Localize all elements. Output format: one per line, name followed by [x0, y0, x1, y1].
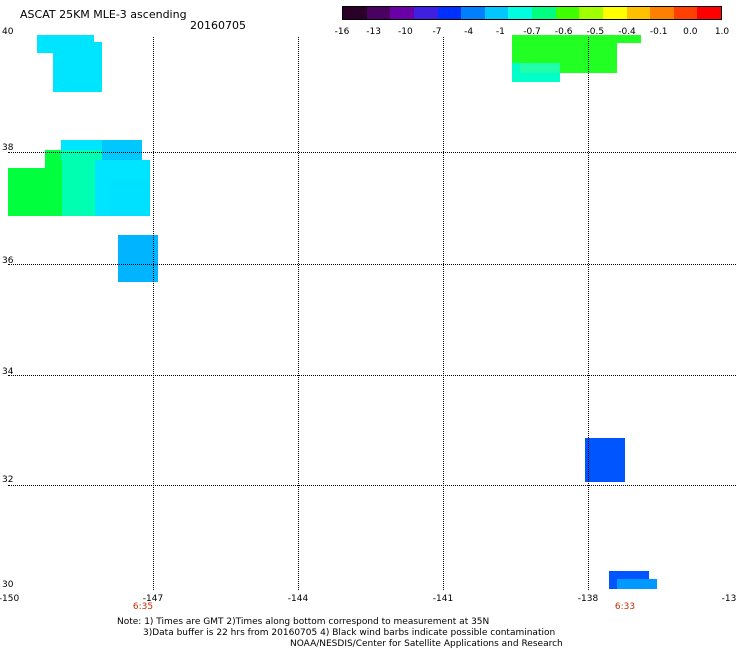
time-label-left: 6:35: [132, 602, 154, 612]
swath-lightblue-left-top: [102, 140, 142, 160]
lon-label-150: -150: [0, 594, 20, 604]
time-label-right: 6:33: [614, 602, 636, 612]
grid-line-lat-36: [8, 264, 736, 265]
colorbar-segment: [602, 7, 627, 19]
colorbar-label: -4: [464, 27, 474, 37]
note-line-2: 3)Data buffer is 22 hrs from 20160705 4)…: [143, 628, 556, 638]
grid-line-lon-147: [153, 37, 154, 590]
colorbar-label: -1: [495, 27, 505, 37]
swath-aqua-top-right-inner: [520, 63, 560, 73]
colorbar-label: -0.6: [554, 27, 573, 37]
colorbar-label: -10: [397, 27, 413, 37]
swath-lightblue-bottom: [617, 579, 657, 589]
map-title: ASCAT 25KM MLE-3 ascending: [20, 8, 187, 21]
lat-label-38: 38: [2, 143, 14, 153]
colorbar-label: 0.0: [683, 27, 698, 37]
grid-line-lon-144: [298, 37, 299, 590]
note-line-3: NOAA/NESDIS/Center for Satellite Applica…: [290, 639, 563, 649]
lon-label-144: -144: [287, 594, 309, 604]
colorbar-segment: [413, 7, 438, 19]
lon-label-138: -138: [577, 594, 599, 604]
lat-label-32: 32: [2, 475, 14, 485]
colorbar-segment: [579, 7, 603, 19]
swath-cyan-top-left-lower: [53, 42, 102, 92]
lat-label-36: 36: [2, 256, 14, 266]
lon-label-147: -147: [142, 594, 164, 604]
colorbar-label: -13: [366, 27, 382, 37]
colorbar-label: -0.7: [523, 27, 541, 37]
note-line-1: Note: 1) Times are GMT 2)Times along bot…: [117, 617, 490, 627]
lat-label-30: 30: [2, 580, 14, 590]
colorbar-label: -0.5: [586, 27, 605, 37]
colorbar-segment: [650, 7, 674, 19]
colorbar-label: -0.4: [618, 27, 636, 37]
colorbar-segment: [697, 7, 721, 19]
swath-blue-32n: [585, 438, 625, 482]
colorbar-label: -7: [432, 27, 442, 37]
colorbar-segment: [673, 7, 698, 19]
colorbar-label: -0.1: [649, 27, 668, 37]
lat-label-34: 34: [2, 367, 14, 377]
colorbar-segment: [461, 7, 485, 19]
grid-line-lat-38: [8, 152, 736, 153]
colorbar-segment: [366, 7, 391, 19]
colorbar-segment: [508, 7, 532, 19]
grid-line-lat-34: [8, 375, 736, 376]
colorbar-label: -16: [334, 27, 350, 37]
map-date: 20160705: [190, 19, 246, 32]
grid-line-lon-138: [588, 37, 589, 590]
colorbar-segment: [484, 7, 509, 19]
colorbar-segment: [343, 7, 367, 19]
colorbar-label: 1.0: [714, 27, 730, 37]
swath-lightblue-36n: [118, 235, 158, 282]
colorbar-segment: [532, 7, 556, 19]
lat-label-40: 40: [2, 27, 14, 37]
colorbar-segment: [437, 7, 462, 19]
colorbar-segment: [390, 7, 414, 19]
colorbar-segment: [555, 7, 580, 19]
colorbar-segment: [626, 7, 651, 19]
swath-lightblue-left-mid: [110, 180, 150, 216]
swath-green-top-right-ext: [588, 35, 641, 43]
grid-line-lon-141: [443, 37, 444, 590]
colorbar: [342, 6, 722, 20]
grid-line-lat-32: [8, 485, 736, 486]
lon-label-141: -141: [432, 594, 454, 604]
lon-label-135: -13: [721, 594, 737, 604]
